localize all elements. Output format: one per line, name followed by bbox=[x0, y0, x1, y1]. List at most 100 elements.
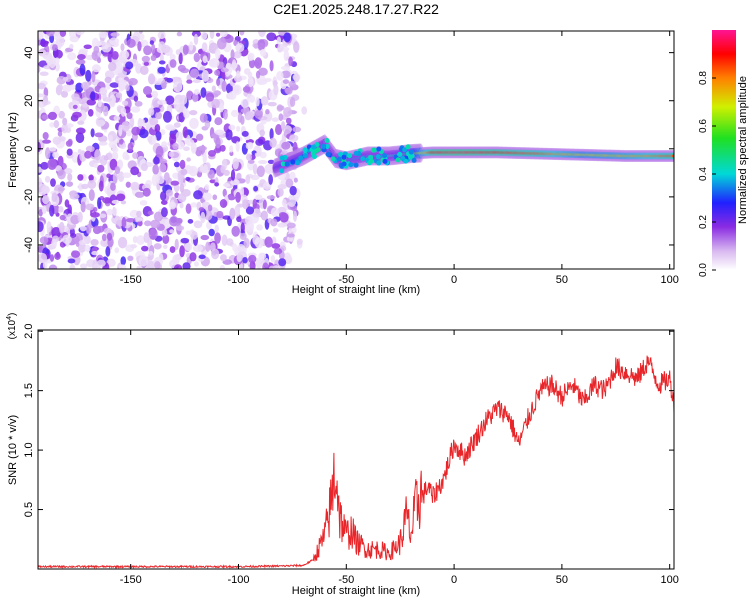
noise-blob bbox=[293, 41, 300, 53]
noise-blob bbox=[147, 210, 154, 216]
noise-blob bbox=[192, 93, 199, 103]
snr-xtick-label: 0 bbox=[451, 574, 457, 586]
noise-blob bbox=[185, 176, 191, 182]
noise-blob bbox=[121, 100, 129, 106]
noise-blob bbox=[277, 222, 287, 228]
noise-blob bbox=[53, 49, 63, 59]
noise-blob bbox=[276, 36, 282, 45]
noise-blob bbox=[75, 236, 80, 248]
noise-blob bbox=[163, 244, 168, 249]
noise-blob bbox=[110, 182, 116, 192]
noise-blob bbox=[270, 218, 278, 227]
noise-blob bbox=[141, 55, 151, 63]
noise-blob bbox=[139, 200, 148, 206]
colorbar-tick-label: 0.2 bbox=[698, 215, 709, 229]
spectrogram-y-label: Frequency (Hz) bbox=[7, 112, 19, 188]
ridge-speckle bbox=[303, 153, 309, 159]
noise-blob bbox=[62, 76, 69, 82]
noise-blob bbox=[101, 42, 112, 53]
noise-blob bbox=[117, 171, 125, 182]
noise-blob bbox=[236, 172, 242, 181]
noise-blob bbox=[169, 215, 179, 227]
noise-blob bbox=[169, 229, 175, 234]
noise-blob bbox=[138, 31, 143, 34]
noise-blob bbox=[265, 109, 270, 115]
noise-blob bbox=[75, 127, 86, 135]
noise-blob bbox=[49, 204, 55, 217]
noise-blob bbox=[185, 203, 192, 214]
noise-blob bbox=[149, 40, 155, 45]
noise-blob bbox=[248, 254, 257, 264]
noise-blob bbox=[113, 115, 121, 121]
snr-xtick-label: -100 bbox=[227, 574, 249, 586]
noise-blob bbox=[131, 106, 141, 113]
noise-blob bbox=[127, 142, 134, 152]
noise-blob bbox=[57, 83, 63, 92]
noise-blob bbox=[259, 129, 266, 137]
noise-blob bbox=[138, 129, 149, 139]
noise-blob bbox=[243, 237, 250, 249]
noise-blob bbox=[42, 99, 49, 106]
noise-blob bbox=[266, 32, 277, 42]
spectrogram-ytick-label: -20 bbox=[23, 189, 35, 205]
noise-blob bbox=[117, 236, 128, 249]
noise-blob bbox=[280, 120, 286, 131]
ridge-speckle bbox=[382, 153, 388, 159]
spectrogram-ytick-label: 20 bbox=[23, 95, 35, 107]
noise-blob bbox=[153, 156, 160, 165]
noise-blob bbox=[79, 63, 86, 76]
noise-blob bbox=[157, 31, 166, 39]
noise-blob bbox=[65, 181, 74, 187]
noise-blob bbox=[254, 109, 263, 119]
noise-blob bbox=[44, 175, 51, 183]
ridge-speckle bbox=[336, 156, 342, 162]
noise-blob bbox=[256, 224, 263, 231]
noise-blob bbox=[154, 261, 161, 269]
noise-blob bbox=[120, 43, 125, 51]
noise-blob bbox=[178, 52, 183, 65]
ridge-speckle bbox=[375, 154, 381, 160]
noise-blob bbox=[86, 99, 97, 106]
noise-blob bbox=[225, 128, 233, 141]
noise-blob bbox=[223, 183, 231, 188]
noise-blob bbox=[40, 161, 49, 170]
noise-blob bbox=[177, 141, 185, 150]
noise-blob bbox=[288, 56, 294, 67]
ridge-speckle bbox=[400, 155, 406, 161]
noise-blob bbox=[165, 189, 173, 197]
noise-blob bbox=[173, 161, 180, 168]
noise-blob bbox=[215, 32, 221, 37]
ridge-speckle bbox=[408, 149, 414, 155]
noise-blob bbox=[189, 109, 198, 116]
noise-blob bbox=[150, 219, 161, 229]
noise-blob bbox=[254, 57, 263, 69]
noise-blob bbox=[214, 232, 221, 244]
noise-blob bbox=[193, 190, 203, 200]
noise-blob bbox=[156, 175, 165, 185]
noise-blob bbox=[179, 183, 185, 193]
snr-line bbox=[38, 355, 674, 569]
noise-blob bbox=[42, 260, 48, 269]
ridge-speckle bbox=[338, 151, 344, 157]
noise-blob bbox=[90, 91, 96, 101]
noise-blob bbox=[93, 163, 99, 169]
noise-blob bbox=[239, 232, 247, 240]
noise-blob bbox=[159, 163, 167, 173]
noise-blob bbox=[62, 234, 72, 245]
noise-blob bbox=[94, 132, 104, 138]
noise-blob bbox=[124, 154, 130, 161]
noise-blob bbox=[91, 64, 101, 73]
noise-blob bbox=[67, 173, 73, 182]
noise-blob bbox=[67, 204, 72, 215]
noise-blob bbox=[230, 179, 240, 186]
noise-blob bbox=[198, 207, 205, 212]
noise-blob bbox=[61, 123, 68, 134]
noise-blob bbox=[83, 44, 92, 50]
noise-blob bbox=[276, 105, 285, 111]
colorbar-tick-label: 0.0 bbox=[698, 263, 709, 277]
noise-blob bbox=[205, 241, 211, 252]
noise-blob bbox=[38, 221, 44, 233]
noise-blob bbox=[254, 237, 264, 249]
noise-blob bbox=[207, 204, 213, 212]
noise-blob bbox=[202, 55, 208, 64]
